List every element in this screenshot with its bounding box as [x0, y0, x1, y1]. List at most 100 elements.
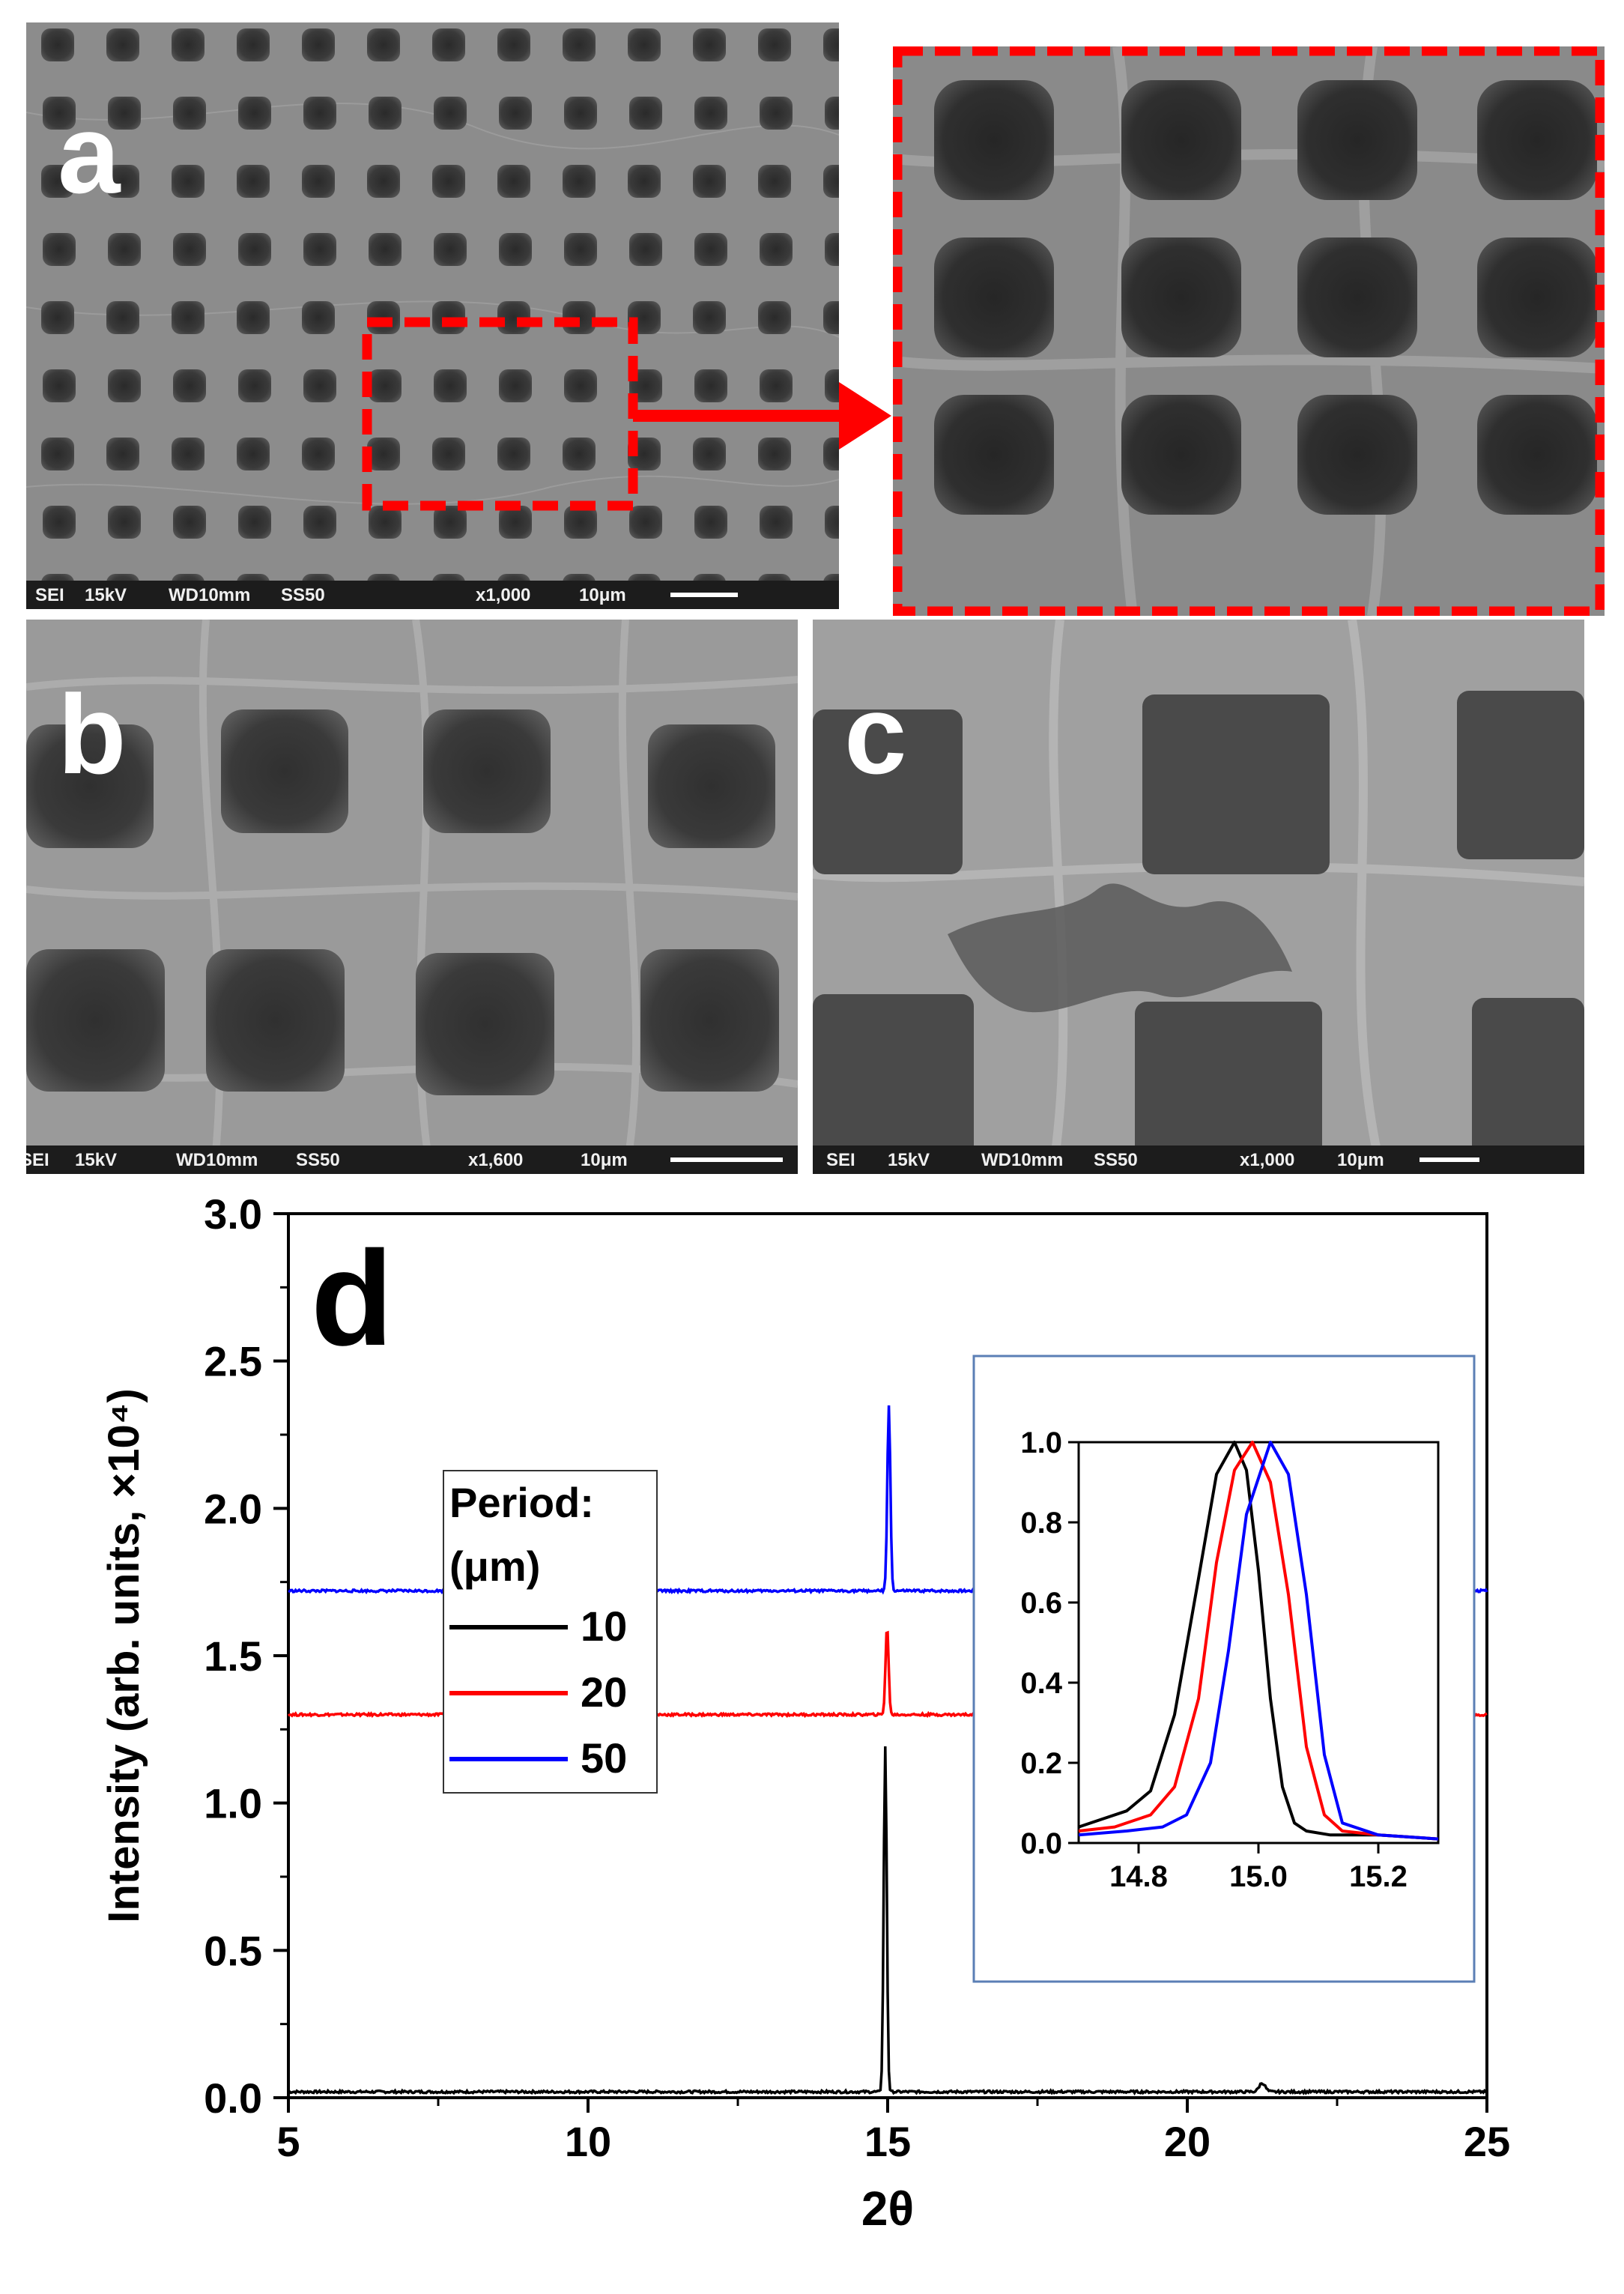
sem-hole [648, 724, 775, 848]
sem-hole [302, 165, 335, 198]
x-tick-label: 25 [1464, 2118, 1510, 2165]
sem-hole [694, 506, 727, 539]
sem-hole [238, 369, 271, 402]
panel-label-d: d [311, 1223, 393, 1374]
legend-label-50: 50 [581, 1734, 627, 1782]
sem-voltage: 15kV [888, 1150, 930, 1170]
sem-hole [563, 165, 596, 198]
sem-hole [499, 506, 532, 539]
sem-info-bar-c: SEI 15kV WD10mm SS50 x1,000 10μm [813, 1146, 1584, 1174]
series-line-10 [288, 1746, 1488, 2095]
sem-hole [564, 506, 597, 539]
y-tick-label: 0.0 [204, 2074, 262, 2122]
inset-x-tick-label: 15.0 [1229, 1860, 1288, 1893]
sem-scale-text: 10μm [579, 585, 626, 605]
sem-hole [302, 438, 335, 470]
legend-label-10: 10 [581, 1603, 627, 1650]
sem-hole [369, 506, 402, 539]
sem-hole [564, 369, 597, 402]
scale-bar [670, 593, 738, 597]
sem-hole [173, 97, 206, 130]
sem-hole [693, 165, 726, 198]
sem-hole [628, 28, 661, 61]
sem-hole [1121, 80, 1241, 200]
sem-hole [369, 97, 402, 130]
sem-hole [499, 97, 532, 130]
sem-hole [26, 949, 165, 1092]
x-tick-label: 15 [864, 2118, 911, 2165]
sem-hole [499, 233, 532, 266]
zoom-arrow [633, 382, 891, 450]
inset-y-tick-label: 0.6 [1020, 1587, 1062, 1620]
sem-hole [497, 28, 530, 61]
inset-series-line-50 [1078, 1441, 1439, 1841]
sem-hole [43, 369, 76, 402]
inset-series-line-10 [1078, 1441, 1439, 1841]
sem-voltage: 15kV [85, 585, 127, 605]
sem-hole [238, 233, 271, 266]
sem-hole [108, 97, 141, 130]
sem-hole [106, 438, 139, 470]
sem-hole [41, 28, 74, 61]
sem-hole [237, 301, 270, 334]
x-tick-label: 5 [276, 2118, 300, 2165]
scale-bar [670, 1157, 783, 1162]
sem-hole [934, 395, 1054, 515]
sem-hole [173, 369, 206, 402]
sem-hole [1477, 237, 1597, 357]
sem-hole [26, 724, 154, 848]
sem-hole [302, 28, 335, 61]
sem-hole [434, 233, 467, 266]
sem-hole [172, 438, 204, 470]
sem-detector: SEI [35, 585, 64, 605]
sem-hole [934, 80, 1054, 200]
sem-working-distance: WD10mm [176, 1150, 258, 1170]
sem-hole [694, 97, 727, 130]
sem-hole [823, 301, 839, 334]
sem-hole [367, 28, 400, 61]
sem-hole [1297, 237, 1417, 357]
sem-hole [172, 165, 204, 198]
sem-hole [497, 438, 530, 470]
sem-hole [172, 28, 204, 61]
sem-hole [172, 301, 204, 334]
sem-hole [108, 233, 141, 266]
sem-hole [369, 233, 402, 266]
sem-hole [823, 165, 839, 198]
sem-magnification: x1,000 [476, 585, 531, 605]
sem-panel-a-zoom [893, 46, 1605, 616]
sem-hole [303, 369, 336, 402]
inset-x-tick-label: 15.2 [1349, 1860, 1408, 1893]
sem-hole [758, 28, 791, 61]
sem-hole [825, 233, 839, 266]
sem-panel-a: a SEI 15kV WD10mm SS50 x1,000 10μm [26, 22, 839, 609]
sem-voltage: 15kV [75, 1150, 118, 1170]
legend-unit: (μm) [449, 1543, 540, 1590]
y-tick-label: 3.0 [204, 1190, 262, 1238]
legend-box [443, 1470, 658, 1794]
sem-hole [499, 369, 532, 402]
sem-hole [1477, 395, 1597, 515]
sem-hole [1297, 80, 1417, 200]
y-tick-label: 2.5 [204, 1338, 262, 1385]
sem-hole [43, 97, 76, 130]
sem-image-a-zoom [893, 46, 1605, 616]
inset-y-tick-label: 0.4 [1020, 1667, 1062, 1700]
sem-hole [106, 165, 139, 198]
sem-hole [640, 949, 779, 1092]
sem-hole [41, 301, 74, 334]
sem-hole [563, 28, 596, 61]
sem-hole [629, 506, 662, 539]
sem-hole [367, 438, 400, 470]
sem-hole [758, 165, 791, 198]
sem-hole [434, 506, 467, 539]
sem-hole [303, 506, 336, 539]
x-tick-label: 20 [1164, 2118, 1211, 2165]
sem-hole [1297, 395, 1417, 515]
y-tick-label: 1.5 [204, 1632, 262, 1680]
sem-hole [434, 369, 467, 402]
sem-hole [825, 506, 839, 539]
sem-hole [1121, 237, 1241, 357]
sem-hole [106, 301, 139, 334]
sem-hole [934, 237, 1054, 357]
